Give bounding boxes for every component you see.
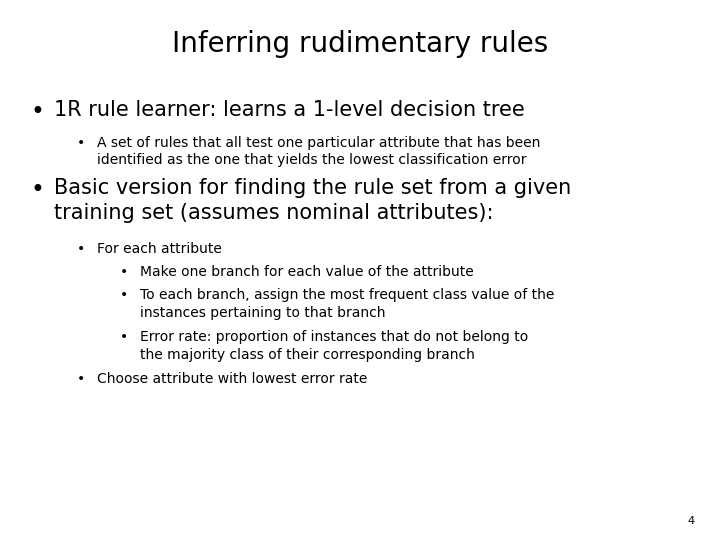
Text: 1R rule learner: learns a 1-level decision tree: 1R rule learner: learns a 1-level decisi… bbox=[54, 100, 525, 120]
Text: Inferring rudimentary rules: Inferring rudimentary rules bbox=[172, 30, 548, 58]
Text: •: • bbox=[120, 330, 128, 345]
Text: •: • bbox=[120, 265, 128, 279]
Text: •: • bbox=[30, 100, 45, 124]
Text: For each attribute: For each attribute bbox=[97, 242, 222, 256]
Text: Error rate: proportion of instances that do not belong to
the majority class of : Error rate: proportion of instances that… bbox=[140, 330, 528, 362]
Text: •: • bbox=[76, 242, 85, 256]
Text: •: • bbox=[120, 288, 128, 302]
Text: To each branch, assign the most frequent class value of the
instances pertaining: To each branch, assign the most frequent… bbox=[140, 288, 555, 320]
Text: Choose attribute with lowest error rate: Choose attribute with lowest error rate bbox=[97, 372, 368, 386]
Text: •: • bbox=[76, 136, 85, 150]
Text: Make one branch for each value of the attribute: Make one branch for each value of the at… bbox=[140, 265, 474, 279]
Text: 4: 4 bbox=[688, 516, 695, 526]
Text: •: • bbox=[76, 372, 85, 386]
Text: Basic version for finding the rule set from a given
training set (assumes nomina: Basic version for finding the rule set f… bbox=[54, 178, 571, 222]
Text: •: • bbox=[30, 178, 45, 202]
Text: A set of rules that all test one particular attribute that has been
identified a: A set of rules that all test one particu… bbox=[97, 136, 541, 167]
